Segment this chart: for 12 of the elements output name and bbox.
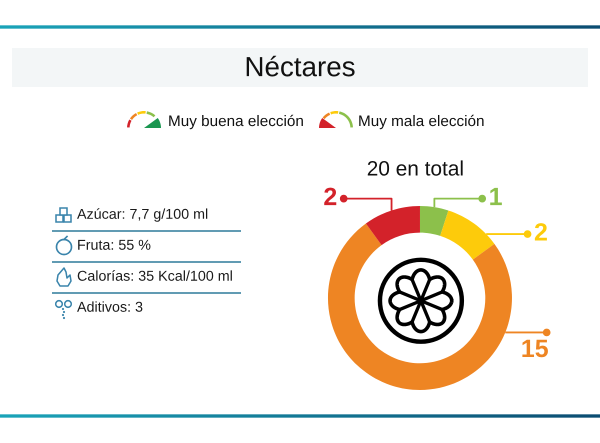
data-label: 2 — [324, 188, 336, 206]
text: Azúcar: 7,7 g/100 ml — [77, 208, 208, 222]
text: Calorías: 35 Kcal/100 ml — [78, 270, 232, 281]
text: Néctares — [246, 56, 355, 76]
text: Muy buena elección — [169, 114, 303, 130]
text: Fruta: 55 % — [78, 240, 150, 250]
data-label: 2 — [534, 223, 547, 241]
chart-title: 20 en total — [368, 160, 463, 176]
data-label: 1 — [490, 188, 502, 206]
data-label: 15 — [522, 340, 548, 358]
text: Muy mala elección — [359, 114, 484, 130]
text: Aditivos: 3 — [77, 301, 142, 312]
